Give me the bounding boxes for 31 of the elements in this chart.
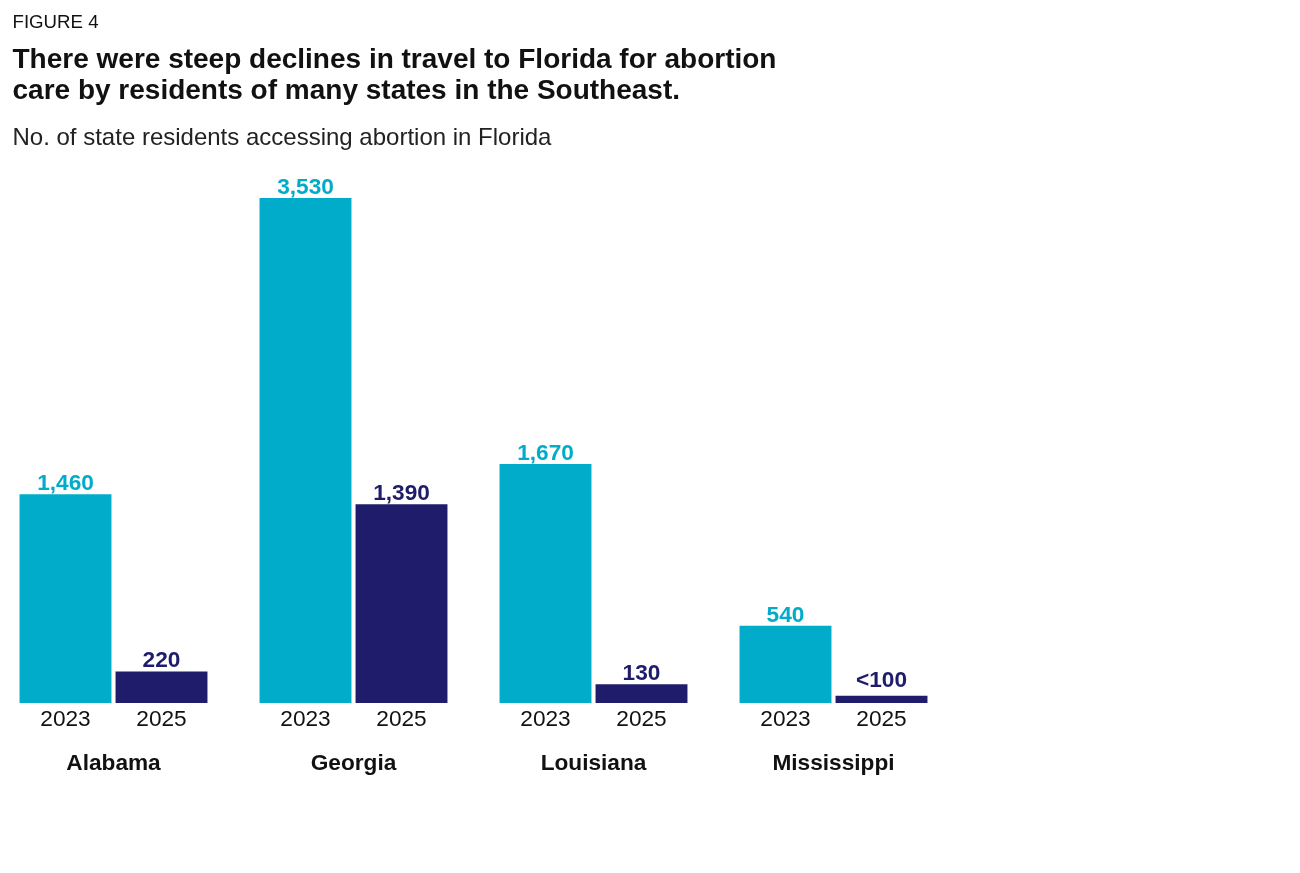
bar (595, 684, 688, 703)
data-label: 220 (142, 646, 181, 673)
data-label: 1,390 (373, 479, 430, 506)
text: 2023 (760, 704, 811, 731)
chart-title: There were steep declines in travel to Florida for abortion care by residents of many states in the Southeast. (12, 42, 777, 105)
caption: FIGURE 4 (12, 10, 99, 32)
bar (355, 504, 448, 703)
series-label: 2023 (40, 704, 91, 731)
text: 2023 (520, 704, 571, 731)
bar (739, 625, 832, 703)
data-label: 540 (766, 600, 805, 627)
bar (259, 198, 352, 703)
chart-subtitle: No. of state residents accessing abortion in Florida (12, 122, 553, 150)
data-label: 1,670 (517, 439, 574, 466)
text: 2025 (616, 704, 667, 731)
data-label: <100 (855, 665, 908, 692)
text: 2023 (280, 704, 331, 731)
series-label: 2025 (136, 704, 187, 731)
x-tick-label: Louisiana (540, 748, 647, 775)
text: 2025 (376, 704, 427, 731)
data-label: 1,460 (37, 469, 94, 496)
x-tick-label: Alabama (66, 748, 162, 775)
bar (19, 494, 112, 703)
bar (835, 695, 928, 703)
data-label: 130 (622, 659, 661, 686)
text: 2025 (856, 704, 907, 731)
bar (499, 464, 592, 703)
x-tick-label: Mississippi (772, 748, 895, 775)
bar (115, 671, 208, 703)
x-tick-label: Georgia (310, 748, 397, 775)
data-label: 3,530 (277, 173, 334, 200)
